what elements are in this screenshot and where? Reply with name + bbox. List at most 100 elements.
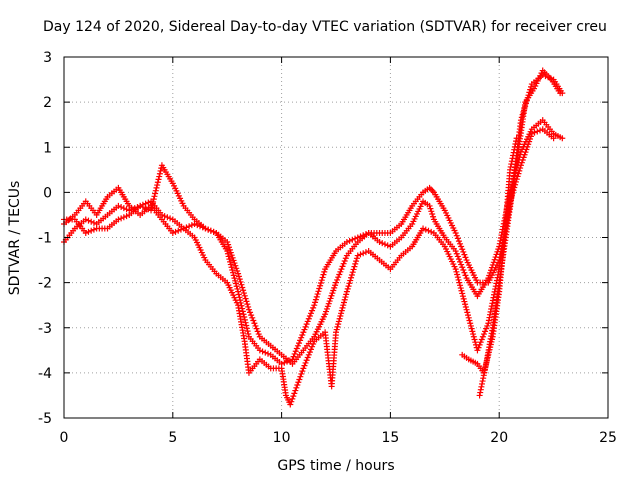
data-point (240, 290, 247, 297)
data-point (333, 326, 340, 333)
y-axis-label: SDTVAR / TECUs (7, 181, 23, 296)
data-point (205, 226, 212, 233)
data-point (328, 292, 335, 299)
data-point (234, 285, 241, 292)
x-tick-label: 20 (490, 430, 508, 446)
data-point (467, 322, 474, 329)
data-point (286, 357, 293, 364)
data-point (464, 309, 471, 316)
data-point (249, 314, 256, 321)
data-point (425, 227, 432, 234)
data-point (301, 326, 308, 333)
data-point (344, 285, 351, 292)
data-point (245, 306, 252, 313)
data-point (142, 200, 149, 207)
data-point (297, 373, 304, 380)
data-point (320, 271, 327, 278)
data-point (323, 305, 330, 312)
data-point (241, 314, 248, 321)
data-point (316, 285, 323, 292)
data-point (332, 282, 339, 289)
data-point (152, 187, 159, 194)
data-point (156, 170, 163, 177)
data-point (427, 205, 434, 212)
data-point (488, 264, 495, 271)
data-point (467, 320, 474, 327)
data-point (491, 256, 498, 263)
data-point (528, 130, 535, 137)
data-point (231, 260, 238, 267)
data-point (293, 384, 300, 391)
data-point (336, 315, 343, 322)
data-point (357, 251, 364, 258)
data-point (250, 317, 257, 324)
data-point (307, 310, 314, 317)
data-point (488, 267, 495, 274)
data-point (525, 141, 532, 148)
data-point (317, 282, 324, 289)
data-point (303, 321, 310, 328)
data-point (289, 356, 296, 363)
data-point (454, 235, 461, 242)
data-point (295, 379, 302, 386)
data-point (349, 269, 356, 276)
data-point (172, 228, 179, 235)
data-point (528, 83, 535, 90)
data-point (158, 211, 165, 218)
data-point (343, 239, 350, 246)
data-point (155, 176, 162, 183)
y-tick-label: -5 (38, 411, 52, 427)
data-point (462, 301, 469, 308)
y-tick-label: 2 (43, 95, 52, 111)
data-point (349, 236, 356, 243)
data-point (475, 344, 482, 351)
data-point (482, 328, 489, 335)
data-point (240, 287, 247, 294)
data-point (461, 269, 468, 276)
data-point (354, 252, 361, 259)
data-point (226, 246, 233, 253)
data-point (484, 322, 491, 329)
data-point (334, 323, 341, 330)
data-point (458, 243, 465, 250)
data-point (350, 266, 357, 273)
series-track-2 (61, 117, 566, 367)
data-point (311, 302, 318, 309)
data-point (342, 255, 349, 262)
data-point (297, 337, 304, 344)
data-point (522, 100, 529, 107)
data-point (340, 299, 347, 306)
data-point (335, 318, 342, 325)
data-point (115, 202, 122, 209)
data-point (227, 258, 234, 265)
data-point (244, 301, 251, 308)
data-point (348, 271, 355, 278)
data-point (384, 242, 391, 249)
data-point (148, 207, 155, 214)
data-point (169, 229, 176, 236)
data-point (459, 293, 466, 300)
data-point (459, 246, 466, 253)
data-point (457, 282, 464, 289)
data-point (465, 312, 472, 319)
data-point (486, 272, 493, 279)
data-point (245, 303, 252, 310)
data-point (426, 202, 433, 209)
data-point (227, 249, 234, 256)
data-point (516, 167, 523, 174)
data-point (452, 229, 459, 236)
data-point (333, 279, 339, 286)
data-point (527, 135, 534, 142)
data-point (330, 287, 337, 294)
data-point (88, 218, 95, 225)
data-point (175, 227, 182, 234)
data-point (239, 305, 246, 312)
data-point (252, 322, 259, 329)
data-point (312, 296, 319, 303)
data-point (232, 262, 239, 269)
data-point (346, 280, 353, 287)
data-marks (61, 67, 566, 408)
data-point (306, 313, 313, 320)
data-point (518, 159, 525, 166)
data-point (82, 216, 89, 223)
